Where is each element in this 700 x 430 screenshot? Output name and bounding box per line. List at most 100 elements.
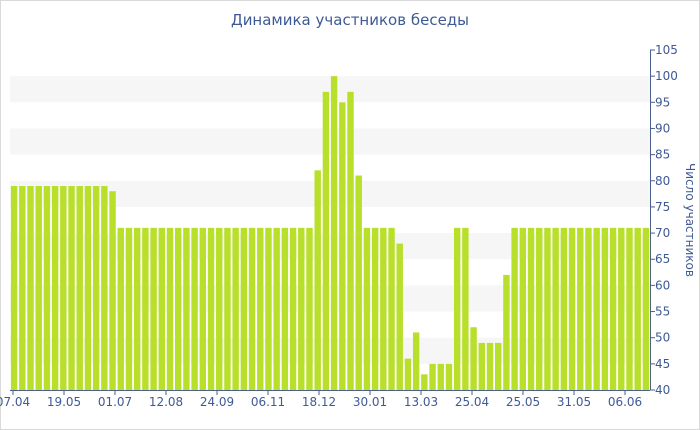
bar <box>380 227 387 390</box>
bar <box>388 227 395 390</box>
x-tick-label: 06.06 <box>608 395 642 409</box>
bar <box>437 363 444 390</box>
bar <box>421 374 428 390</box>
bar <box>314 170 321 390</box>
bar <box>60 186 67 390</box>
bar <box>495 342 502 390</box>
x-tick-label: 13.03 <box>404 395 438 409</box>
bar <box>19 186 26 390</box>
bar <box>166 227 174 390</box>
bar <box>281 227 289 390</box>
bar <box>232 227 239 390</box>
x-tick-label: 25.05 <box>506 395 540 409</box>
bar <box>601 227 609 390</box>
bar <box>634 227 641 390</box>
bar <box>84 186 92 390</box>
grid-band <box>10 337 650 364</box>
x-tick-label: 18.12 <box>302 395 336 409</box>
bar <box>133 227 141 390</box>
bar <box>150 227 157 390</box>
bar <box>92 186 100 390</box>
bar <box>175 227 182 390</box>
bar <box>109 191 116 390</box>
bar <box>478 342 485 390</box>
bar <box>68 186 75 390</box>
bar <box>462 227 469 390</box>
bar <box>43 186 51 390</box>
bar <box>191 227 198 390</box>
bar <box>339 102 346 390</box>
bar <box>371 227 379 390</box>
bar <box>396 243 403 390</box>
bar <box>429 363 436 390</box>
bar <box>412 332 420 390</box>
bar <box>207 227 215 390</box>
y-tick-label: 45 <box>655 357 670 371</box>
y-tick-label: 100 <box>655 69 678 83</box>
bar <box>642 227 650 390</box>
y-tick-label: 65 <box>655 252 670 266</box>
bar <box>183 227 190 390</box>
y-tick-label: 85 <box>655 148 670 162</box>
bar <box>10 186 18 390</box>
bar <box>273 227 280 390</box>
bar <box>125 227 133 390</box>
bar <box>298 227 305 390</box>
x-tick-label: 31.05 <box>557 395 591 409</box>
chart-title: Динамика участников беседы <box>230 11 470 29</box>
y-tick-label: 70 <box>655 226 670 240</box>
bar <box>224 227 231 390</box>
grid-band <box>10 180 650 207</box>
y-tick-label: 80 <box>655 174 670 188</box>
grid-band <box>10 285 650 312</box>
bar <box>101 186 108 390</box>
bar <box>355 175 362 390</box>
bar <box>552 227 559 390</box>
bar <box>265 227 272 390</box>
y-tick-label: 40 <box>655 383 670 397</box>
bar <box>51 186 59 390</box>
bar <box>289 227 297 390</box>
grid-band <box>10 76 650 103</box>
bar <box>306 227 313 390</box>
bar <box>117 227 124 390</box>
bar <box>35 186 42 390</box>
bar <box>470 327 477 390</box>
x-tick-label: 24.09 <box>200 395 234 409</box>
bar <box>577 227 584 390</box>
bar <box>404 358 412 390</box>
axes-group <box>10 50 651 391</box>
bar <box>511 227 518 390</box>
y-tick-label: 55 <box>655 305 670 319</box>
bar <box>585 227 592 390</box>
bar <box>27 186 34 390</box>
x-tick-label: 01.07 <box>98 395 132 409</box>
bar <box>240 227 248 390</box>
bar <box>257 227 264 390</box>
x-tick-label: 06.11 <box>251 395 285 409</box>
bar <box>216 227 223 390</box>
bar <box>445 363 453 390</box>
bar <box>322 91 330 390</box>
x-tick-label: 19.05 <box>47 395 81 409</box>
bar <box>527 227 535 390</box>
bar <box>593 227 600 390</box>
bar <box>199 227 207 390</box>
bar <box>503 274 510 390</box>
grid-band <box>10 233 650 260</box>
bar <box>536 227 543 390</box>
y-ticks-group: 40 45 50 55 60 65 70 75 80 85 90 95 100 105 <box>650 43 678 397</box>
bar <box>248 227 256 390</box>
bar <box>330 76 338 391</box>
bar <box>486 342 494 390</box>
y-tick-label: 95 <box>655 95 670 109</box>
bar <box>453 227 461 390</box>
y-tick-label: 75 <box>655 200 670 214</box>
bar <box>618 227 625 390</box>
y-tick-label: 50 <box>655 331 670 345</box>
bar <box>544 227 551 390</box>
y-tick-label: 60 <box>655 278 670 292</box>
y-tick-label: 105 <box>655 43 678 57</box>
bar <box>76 186 83 390</box>
